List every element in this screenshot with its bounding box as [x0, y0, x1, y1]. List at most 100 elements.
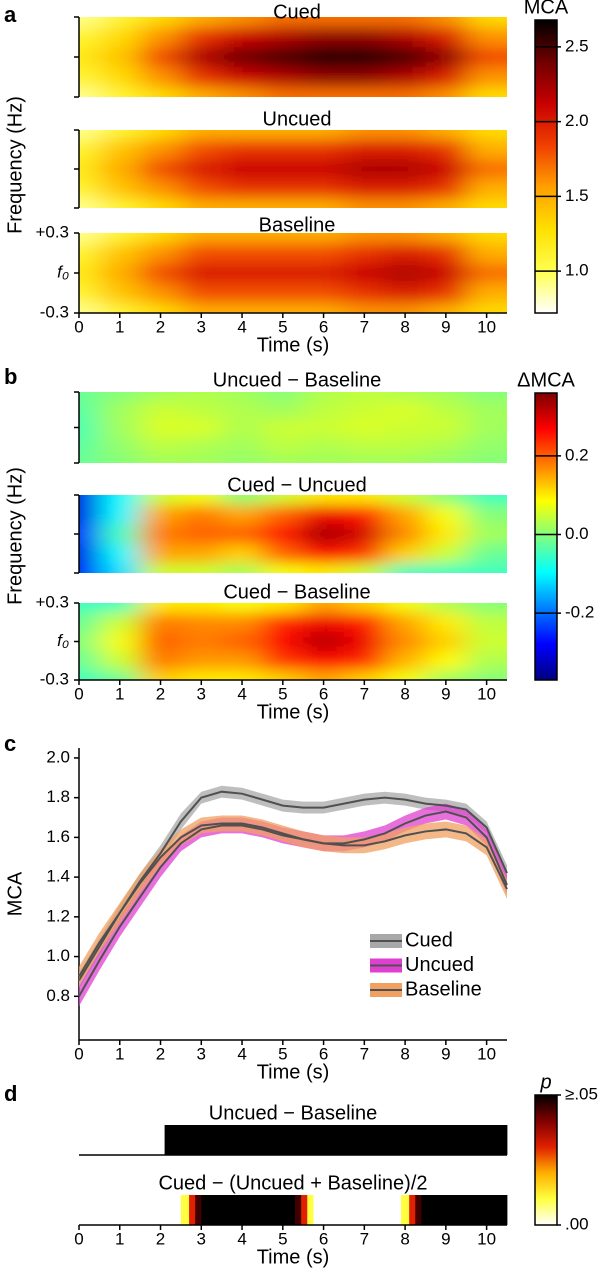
colorbar [534, 1094, 558, 1226]
heatmap-cell [425, 631, 467, 652]
heatmap-cell [343, 418, 386, 437]
heatmap-cell [180, 612, 223, 633]
heatmap-cell [180, 87, 223, 97]
heatmap-cell [99, 400, 141, 420]
heatmap-cell [79, 504, 100, 525]
y-axis-label: Frequency (Hz) [4, 96, 26, 234]
x-tick-label: 6 [319, 1044, 328, 1063]
heatmap-cell [99, 392, 141, 402]
heatmap-cell [99, 47, 141, 68]
heatmap-cell [303, 524, 345, 545]
heatmap-cell [425, 87, 467, 97]
x-tick-label: 5 [278, 1229, 287, 1248]
colorbar-label: MCA [524, 0, 569, 18]
heatmap-cell [180, 27, 223, 48]
heatmap-cell [343, 631, 386, 652]
heatmap-cell [262, 524, 304, 545]
heatmap-cells [79, 130, 507, 208]
colorbar-tick-label: 0.2 [565, 445, 589, 464]
heatmap-cell [262, 130, 304, 141]
heatmap-cell [79, 454, 100, 463]
heatmap-cell [79, 67, 100, 88]
x-tick-label: 2 [156, 1229, 165, 1248]
heatmap-cell [343, 563, 386, 573]
x-tick-label: 7 [360, 317, 369, 336]
x-tick-label: 8 [400, 684, 409, 703]
heatmap-cell [425, 27, 467, 48]
heatmap-cell [343, 47, 386, 68]
heatmap-cell [343, 495, 386, 506]
heatmap-cell [425, 47, 467, 68]
heatmap-cell [343, 17, 386, 28]
heatmap-cell [99, 139, 141, 160]
heatmap-cell [262, 27, 304, 48]
heatmap-cell [466, 263, 507, 284]
heatmap-cell [343, 67, 386, 88]
heatmap-cell [180, 418, 223, 437]
heatmap-cells [79, 603, 507, 680]
heatmap-cell [140, 178, 182, 199]
heatmap-cell [425, 436, 467, 455]
heatmap-cell [221, 392, 263, 402]
x-tick-label: 9 [441, 1044, 450, 1063]
heatmap-cell [140, 392, 182, 402]
heatmap-cell [384, 17, 426, 28]
heatmap-cell [99, 524, 141, 545]
heatmap-cell [99, 612, 141, 633]
heatmap-cell [99, 263, 141, 284]
y-tick-label: -0.3 [40, 302, 69, 321]
panel-title: Uncued [263, 108, 332, 130]
heatmap-cells [79, 392, 507, 463]
heatmap-cell [140, 47, 182, 68]
heatmap-cell [262, 612, 304, 633]
x-tick-label: 7 [360, 1229, 369, 1248]
heatmap-cell [425, 400, 467, 420]
heatmap-cell [425, 603, 467, 614]
p-value-cell [313, 1195, 402, 1225]
heatmap-cell [99, 198, 141, 208]
heatmap-cell [140, 159, 182, 180]
heatmap-cell [79, 418, 100, 437]
colorbar [534, 392, 558, 681]
heatmap-cell [180, 454, 223, 463]
heatmap-cell [180, 178, 223, 199]
heatmap-cell [466, 631, 507, 652]
heatmap-cell [99, 159, 141, 180]
heatmap-cell [303, 198, 345, 208]
heatmap-cell [140, 495, 182, 506]
heatmap-cell [343, 436, 386, 455]
heatmap-cell [303, 392, 345, 402]
heatmap-cell [180, 524, 223, 545]
x-tick-label: 10 [477, 1229, 496, 1248]
heatmap-cell [303, 400, 345, 420]
heatmap-cell [180, 495, 223, 506]
heatmap-cell [180, 603, 223, 614]
heatmap-cell [466, 47, 507, 68]
colorbar-label: p [539, 1071, 551, 1093]
heatmap-cell [221, 670, 263, 680]
heatmap-cell [262, 178, 304, 199]
heatmap-cell [343, 178, 386, 199]
heatmap-cell [466, 454, 507, 463]
heatmap-cell [343, 400, 386, 420]
x-tick-label: 5 [278, 684, 287, 703]
x-tick-label: 8 [400, 1044, 409, 1063]
heatmap-cell [384, 670, 426, 680]
heatmap-cell [425, 524, 467, 545]
heatmap-cell [466, 392, 507, 402]
heatmap-cell [79, 263, 100, 284]
heatmap-cell [221, 495, 263, 506]
x-tick-label: 10 [477, 1044, 496, 1063]
heatmap-cell [180, 243, 223, 264]
heatmap-cell [140, 283, 182, 304]
heatmap-cell [140, 303, 182, 313]
heatmap-cell [303, 27, 345, 48]
heatmap-cell [384, 139, 426, 160]
heatmap-cell [180, 263, 223, 284]
heatmap-cell [221, 263, 263, 284]
heatmap-cell [303, 178, 345, 199]
heatmap-cell [384, 198, 426, 208]
heatmap-cell [262, 47, 304, 68]
panel-title: Cued − Uncued [227, 474, 367, 496]
